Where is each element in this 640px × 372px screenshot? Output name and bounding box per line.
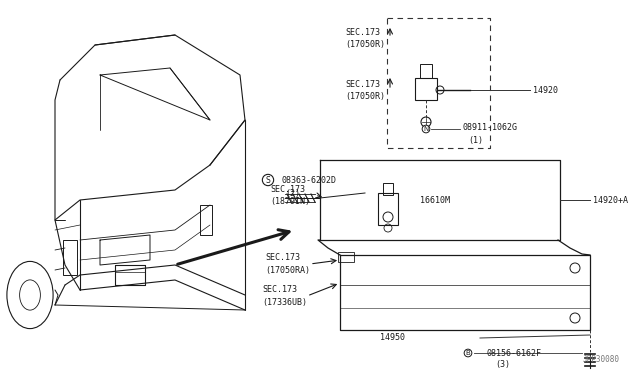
Text: SEC.173: SEC.173 xyxy=(270,185,305,193)
Text: 08363-6202D: 08363-6202D xyxy=(282,176,337,185)
Text: 08156-6162F: 08156-6162F xyxy=(487,349,542,357)
Text: (17050R): (17050R) xyxy=(345,39,385,48)
Bar xyxy=(200,205,212,235)
Bar xyxy=(383,183,393,195)
Text: SEC.173: SEC.173 xyxy=(262,285,297,295)
Text: (17050R): (17050R) xyxy=(345,92,385,100)
Text: (17050RA): (17050RA) xyxy=(265,266,310,275)
Bar xyxy=(378,193,398,225)
Text: (3): (3) xyxy=(495,359,510,369)
Text: JPP30080: JPP30080 xyxy=(583,355,620,364)
Bar xyxy=(338,252,354,262)
Bar xyxy=(420,64,432,78)
Text: (2): (2) xyxy=(285,189,300,198)
Text: (1): (1) xyxy=(468,135,483,144)
Text: 14920: 14920 xyxy=(533,86,558,94)
Text: SEC.173: SEC.173 xyxy=(265,253,300,263)
Bar xyxy=(63,240,77,275)
Text: 14950: 14950 xyxy=(380,334,405,343)
Text: B: B xyxy=(466,350,470,356)
Text: 08911-1062G: 08911-1062G xyxy=(463,122,518,131)
Text: S: S xyxy=(266,176,270,185)
Text: N: N xyxy=(424,126,429,132)
Text: SEC.173: SEC.173 xyxy=(345,28,380,36)
Text: SEC.173: SEC.173 xyxy=(345,80,380,89)
Text: 16610M: 16610M xyxy=(420,196,450,205)
Text: (1879IN): (1879IN) xyxy=(270,196,310,205)
Bar xyxy=(415,78,437,100)
Text: 14920+A: 14920+A xyxy=(593,196,628,205)
Text: (17336UB): (17336UB) xyxy=(262,298,307,307)
